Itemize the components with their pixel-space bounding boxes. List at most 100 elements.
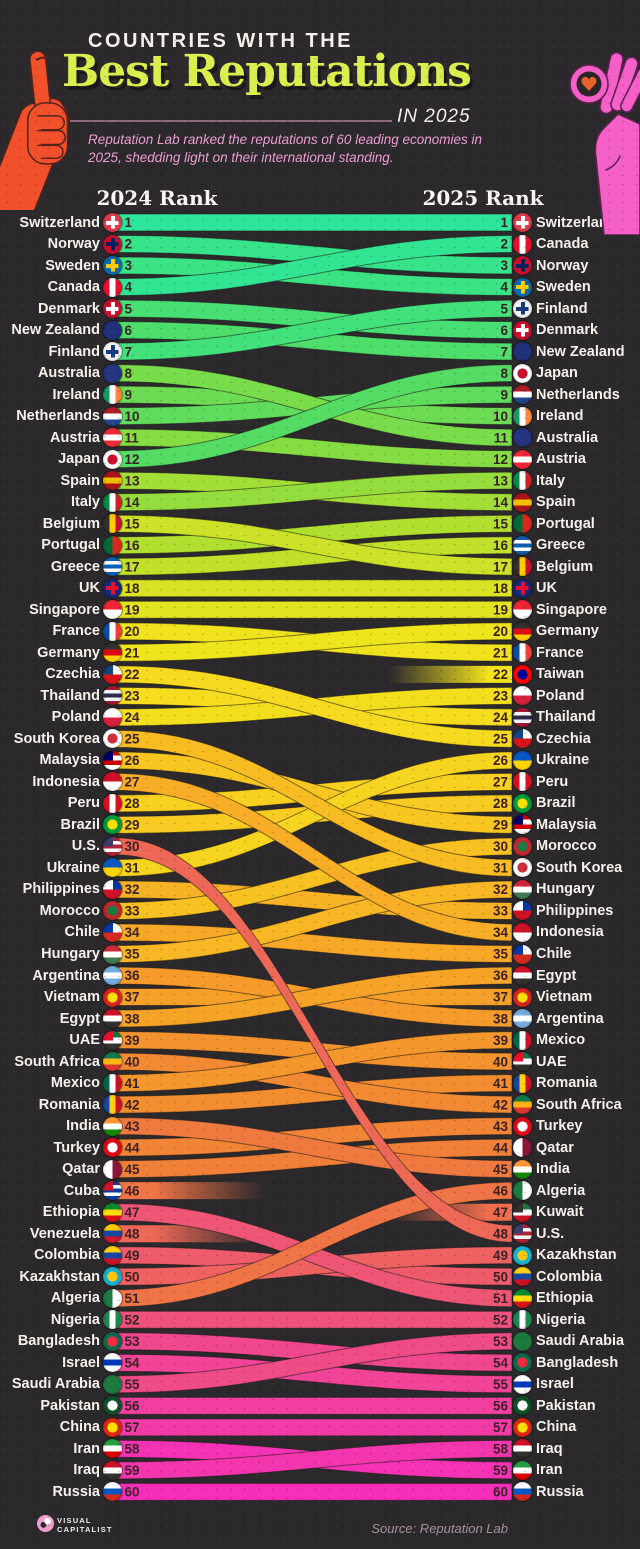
rank-number-2025-poland: 23 — [493, 689, 509, 704]
rank-number-2025-colombia: 50 — [493, 1269, 508, 1284]
rank-number-2025-saudi-arabia: 53 — [493, 1334, 509, 1349]
ribbon-germany — [116, 622, 513, 662]
rank-number-2024-kazakhstan: 50 — [125, 1269, 140, 1284]
rank-number-2024-bangladesh: 53 — [125, 1334, 141, 1349]
rank-number-2024-new-zealand: 6 — [125, 323, 133, 338]
rank-number-2025-spain: 14 — [493, 495, 509, 510]
ribbon-canada — [116, 235, 513, 297]
rank-number-2024-india: 43 — [125, 1119, 141, 1134]
ribbon-russia — [116, 1482, 513, 1501]
rank-number-2024-switzerland: 1 — [125, 215, 133, 230]
rank-number-2024-nigeria: 52 — [125, 1312, 140, 1327]
rank-number-2025-italy: 13 — [493, 473, 509, 488]
ribbon-u-s — [116, 837, 513, 1243]
rank-number-2024-poland: 24 — [125, 710, 141, 725]
column-header-2024: 2024 Rank — [96, 186, 218, 210]
rank-number-2025-new-zealand: 7 — [500, 344, 508, 359]
rank-number-2024-peru: 28 — [125, 796, 141, 811]
ribbon-cuba — [117, 1182, 322, 1200]
rank-number-2024-portugal: 16 — [125, 538, 141, 553]
rank-number-2025-france: 21 — [493, 646, 509, 661]
rank-number-2024-czechia: 22 — [125, 667, 140, 682]
rank-number-2025-brazil: 28 — [493, 796, 509, 811]
ribbon-ethiopia — [116, 1203, 513, 1308]
ribbon-greece — [116, 536, 513, 576]
ribbon-uk — [116, 579, 513, 598]
rank-number-2025-austria: 12 — [493, 452, 508, 467]
ribbon-indonesia — [116, 772, 513, 942]
rank-number-2025-philippines: 33 — [493, 904, 509, 919]
rank-number-2024-germany: 21 — [125, 646, 141, 661]
rank-number-2025-morocco: 30 — [493, 839, 508, 854]
rank-number-2025-czechia: 25 — [493, 732, 509, 747]
brand-line-2: CAPITALIST — [57, 1525, 113, 1535]
rank-number-2024-iran: 58 — [125, 1442, 141, 1457]
rank-number-2025-china: 57 — [493, 1420, 508, 1435]
rank-number-2024-chile: 34 — [125, 925, 141, 940]
rank-number-2024-mexico: 41 — [125, 1076, 141, 1091]
rank-number-2025-egypt: 36 — [493, 968, 509, 983]
ok-hand-icon — [569, 51, 640, 235]
rank-number-2025-pakistan: 56 — [493, 1399, 509, 1414]
source-credit: Source: Reputation Lab — [371, 1521, 508, 1536]
visual-capitalist-logo-icon — [37, 1515, 54, 1532]
ribbon-australia — [116, 364, 513, 447]
rank-number-2024-china: 57 — [125, 1420, 140, 1435]
rank-number-2024-italy: 14 — [125, 495, 141, 510]
ribbon-algeria — [116, 1181, 513, 1308]
rank-number-2024-belgium: 15 — [125, 516, 141, 531]
rank-number-2025-kuwait: 47 — [493, 1205, 508, 1220]
ribbon-ukraine — [116, 751, 513, 877]
ribbon-mexico — [116, 1031, 513, 1093]
rank-number-2025-netherlands: 9 — [500, 387, 508, 402]
ribbon-taiwan — [314, 665, 512, 683]
rank-number-2024-malaysia: 26 — [125, 753, 141, 768]
ribbon-south-korea — [116, 729, 513, 877]
rank-number-2025-south-korea: 31 — [493, 861, 509, 876]
title-divider — [70, 120, 392, 122]
rank-number-2024-cuba: 46 — [125, 1183, 141, 1198]
rank-number-2025-indonesia: 34 — [493, 925, 509, 940]
rank-number-2024-morocco: 33 — [125, 904, 141, 919]
thumbs-up-hand-icon — [0, 50, 70, 210]
rank-number-2024-russia: 60 — [125, 1485, 140, 1500]
rank-number-2024-finland: 7 — [125, 344, 133, 359]
visual-capitalist-wordmark: VISUAL CAPITALIST — [57, 1516, 113, 1535]
ribbon-saudi-arabia — [116, 1332, 513, 1394]
rank-number-2025-bangladesh: 54 — [493, 1355, 509, 1370]
ribbon-egypt — [116, 966, 513, 1028]
rank-number-2024-ukraine: 31 — [125, 861, 141, 876]
rank-number-2024-hungary: 35 — [125, 947, 141, 962]
rank-number-2024-austria: 11 — [125, 430, 140, 445]
rank-number-2025-norway: 3 — [500, 258, 508, 273]
rank-number-2025-canada: 2 — [500, 237, 508, 252]
rank-number-2024-indonesia: 27 — [125, 775, 140, 790]
rank-number-2024-spain: 13 — [125, 473, 141, 488]
rank-number-2025-portugal: 15 — [493, 516, 509, 531]
ribbon-czechia — [116, 665, 513, 748]
rank-number-2025-singapore: 19 — [493, 602, 508, 617]
rank-number-2025-israel: 55 — [493, 1377, 509, 1392]
ribbon-finland — [116, 299, 513, 361]
rank-number-2024-south-korea: 25 — [125, 732, 141, 747]
rank-number-2025-uae: 40 — [493, 1054, 508, 1069]
rank-number-2025-russia: 60 — [493, 1485, 508, 1500]
rank-number-2025-malaysia: 29 — [493, 818, 508, 833]
rank-number-2025-mexico: 39 — [493, 1033, 508, 1048]
rank-number-2025-india: 45 — [493, 1162, 509, 1177]
rank-number-2025-japan: 8 — [500, 366, 508, 381]
ribbon-italy — [116, 471, 513, 512]
rank-number-2024-u-s: 30 — [125, 839, 140, 854]
page-title: Best Reputations — [62, 46, 472, 97]
ribbon-nigeria — [116, 1310, 513, 1329]
column-header-2025: 2025 Rank — [422, 186, 544, 210]
rank-number-2025-romania: 41 — [493, 1076, 509, 1091]
rank-number-2024-france: 20 — [125, 624, 140, 639]
ribbon-bangladesh — [116, 1332, 513, 1372]
rank-number-2025-chile: 35 — [493, 947, 509, 962]
rank-number-2024-netherlands: 10 — [125, 409, 140, 424]
ribbon-iraq — [116, 1439, 513, 1480]
rank-number-2025-nigeria: 52 — [493, 1312, 508, 1327]
rank-number-2025-switzerland: 1 — [500, 215, 508, 230]
